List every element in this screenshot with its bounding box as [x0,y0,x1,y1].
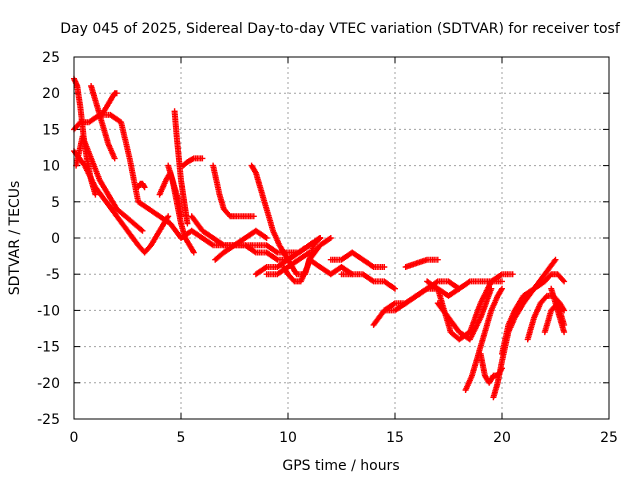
x-tick-label: 25 [600,430,618,446]
series-track-09 [165,162,197,256]
x-tick-label: 15 [386,430,404,446]
x-tick-label: 0 [70,430,79,446]
series-track-04 [73,133,146,234]
y-tick-label: -20 [37,376,60,392]
y-axis-label: SDTVAR / TECUs [7,181,23,296]
series-track-10 [171,108,191,227]
series-track-14 [212,227,270,263]
x-tick-label: 20 [493,430,511,446]
series-track-06 [98,90,120,118]
x-tick-label: 5 [177,430,186,446]
series-track-21 [338,271,398,292]
y-tick-label: 10 [42,159,60,175]
y-tick-label: -10 [37,303,60,319]
data-track [434,285,495,343]
y-tick-label: 0 [51,231,60,247]
axis-ticks: 0 5 10 15 20 25 25 20 15 10 5 0 -5 -10 -15 -20 -25 [37,50,618,446]
data-track [210,162,257,220]
data-track [338,271,398,292]
data-track [98,90,120,118]
series-track-02 [71,111,324,256]
y-tick-label: 15 [42,122,60,138]
series-track-05 [88,83,118,162]
plot-frame [73,56,610,420]
data-track [88,83,118,162]
data-track [71,111,324,256]
series-track-19 [327,249,388,270]
data-marks [71,75,568,401]
data-track [135,180,148,191]
data-track [71,148,172,256]
y-tick-label: 5 [51,195,60,211]
y-tick-label: 25 [42,50,60,66]
series-track-11 [180,155,206,169]
y-tick-label: -5 [46,267,60,283]
data-track [212,227,270,263]
series-track-33 [548,285,568,336]
series-track-24 [402,256,441,270]
series-track-07 [135,180,148,191]
y-tick-label: -15 [37,340,60,356]
series-track-13 [210,162,257,220]
chart-title: Day 045 of 2025, Sidereal Day-to-day VTE… [60,21,621,37]
data-track [171,108,191,227]
y-tick-label: 20 [42,86,60,102]
data-track [499,271,568,357]
x-tick-label: 10 [279,430,297,446]
series-track-03 [71,148,172,256]
series-track-26 [434,285,495,343]
y-tick-label: -25 [37,412,60,428]
x-axis-label: GPS time / hours [282,458,399,474]
data-track [548,285,568,336]
series-track-30 [499,271,568,357]
data-track [73,133,146,234]
data-track [402,256,441,270]
data-track [180,155,206,169]
data-track [165,162,197,256]
data-track [327,249,388,270]
